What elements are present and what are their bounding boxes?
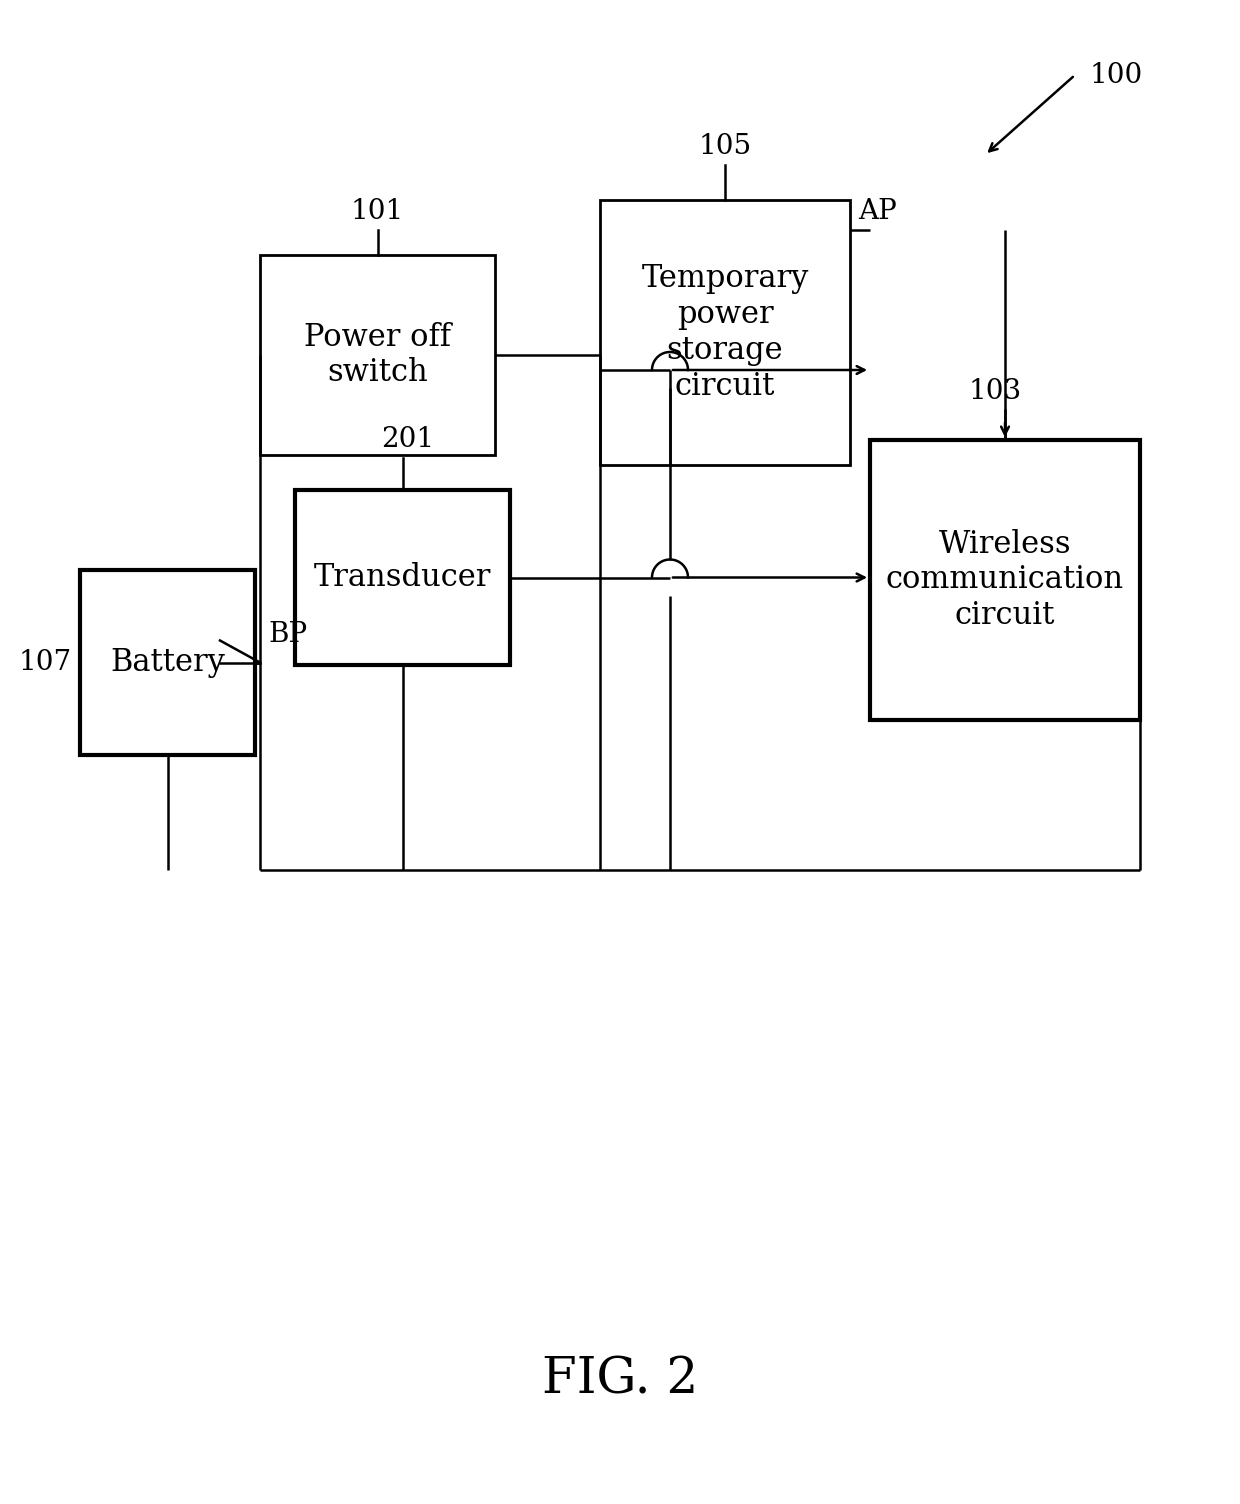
Bar [870,441,1140,720]
Text: Wireless
communication
circuit: Wireless communication circuit [885,529,1125,632]
Text: 103: 103 [968,378,1022,405]
Bar [260,256,495,456]
Bar [81,570,255,755]
Text: 201: 201 [381,426,434,453]
Text: 100: 100 [1090,62,1143,89]
Text: 101: 101 [351,199,404,226]
Text: Battery: Battery [110,647,224,678]
Bar [295,490,510,665]
Text: BP: BP [268,621,308,648]
Text: 107: 107 [19,650,72,675]
Text: AP: AP [858,199,897,226]
Text: Power off
switch: Power off switch [304,322,451,388]
Text: 105: 105 [698,132,751,159]
Text: FIG. 2: FIG. 2 [542,1355,698,1405]
Text: Temporary
power
storage
circuit: Temporary power storage circuit [641,263,808,402]
Text: Transducer: Transducer [314,562,491,593]
Bar [600,200,849,465]
